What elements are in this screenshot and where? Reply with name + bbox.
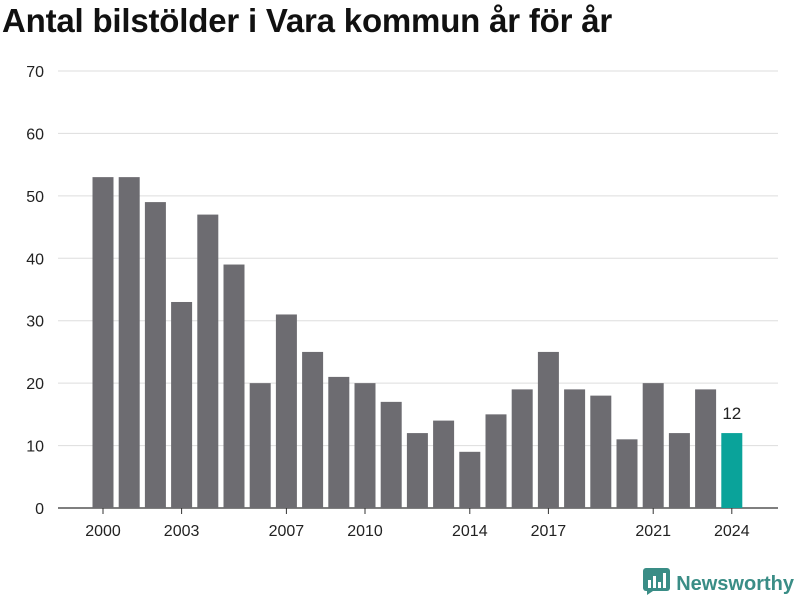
bar-2007 bbox=[275, 314, 297, 508]
x-tick-label: 2021 bbox=[635, 523, 671, 540]
bar-2009 bbox=[328, 376, 350, 508]
x-tick-label: 2000 bbox=[85, 523, 121, 540]
bar-2010 bbox=[354, 383, 376, 508]
bars bbox=[92, 177, 743, 509]
bar-2018 bbox=[564, 389, 586, 508]
x-tick-label: 2014 bbox=[452, 523, 488, 540]
bar-2020 bbox=[616, 439, 638, 508]
y-tick-label: 20 bbox=[26, 376, 44, 393]
bar-2000 bbox=[92, 177, 114, 508]
bar-2003 bbox=[171, 301, 193, 508]
chart-title: Antal bilstölder i Vara kommun år för år bbox=[2, 2, 612, 39]
bar-2008 bbox=[302, 351, 324, 508]
y-tick-label: 40 bbox=[26, 251, 44, 268]
bar-2019 bbox=[590, 395, 612, 508]
bar-2005 bbox=[223, 264, 245, 508]
bar-2017 bbox=[537, 351, 559, 508]
bar-2016 bbox=[511, 389, 533, 508]
x-tick-label: 2003 bbox=[164, 523, 200, 540]
x-axis-ticks: 2000 2003 2007 2010 2014 2017 2021 2024 bbox=[85, 508, 750, 540]
newsworthy-brand[interactable]: Newsworthy bbox=[643, 567, 794, 601]
x-tick-label: 2017 bbox=[531, 523, 567, 540]
bar-2001 bbox=[118, 177, 140, 508]
bar-2023 bbox=[695, 389, 717, 508]
bar-2021 bbox=[642, 383, 664, 508]
x-tick-label: 2010 bbox=[347, 523, 383, 540]
bar-2012 bbox=[406, 433, 428, 508]
brand-name: Newsworthy bbox=[676, 572, 794, 595]
bar-2022 bbox=[668, 433, 690, 508]
bar-2013 bbox=[433, 420, 455, 508]
bar-2006 bbox=[249, 383, 271, 508]
y-tick-label: 60 bbox=[26, 126, 44, 143]
bar-2004 bbox=[197, 214, 219, 509]
bar-2014 bbox=[459, 451, 481, 508]
y-axis-ticks: 0 10 20 30 40 50 60 70 bbox=[26, 64, 44, 518]
bar-2024 bbox=[721, 433, 743, 508]
y-tick-label: 70 bbox=[26, 64, 44, 81]
annotations: 12 bbox=[722, 404, 741, 423]
newsworthy-logo-icon bbox=[643, 568, 671, 600]
bar-2011 bbox=[380, 401, 402, 508]
value-label-2024: 12 bbox=[722, 404, 741, 423]
y-tick-label: 30 bbox=[26, 314, 44, 331]
y-tick-label: 50 bbox=[26, 189, 44, 206]
x-tick-label: 2007 bbox=[269, 523, 305, 540]
bar-2002 bbox=[144, 202, 166, 508]
x-tick-label: 2024 bbox=[714, 523, 750, 540]
bar-2015 bbox=[485, 414, 507, 508]
y-tick-label: 10 bbox=[26, 439, 44, 456]
y-tick-label: 0 bbox=[35, 501, 44, 518]
